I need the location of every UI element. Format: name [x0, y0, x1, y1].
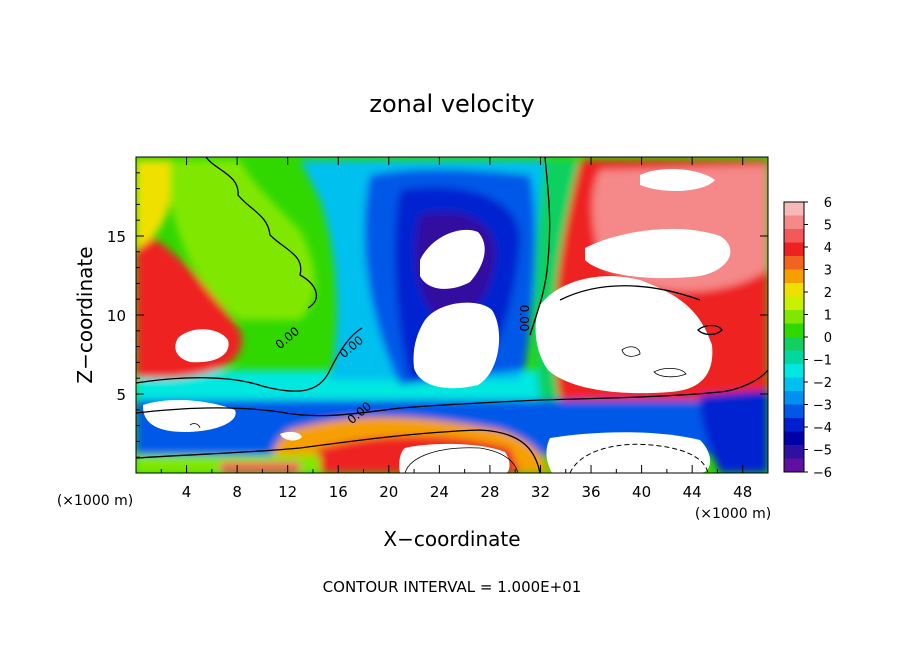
x-tick-label: 40: [632, 483, 651, 501]
y-tick-label: 5: [116, 386, 126, 404]
z-unit-label: (×1000 m): [57, 493, 133, 509]
contour-dashed: [569, 443, 709, 473]
colorbar-labels: 6 5 4 3 2 1 0 −1 −2 −3 −4 −5 −6: [804, 196, 832, 481]
white-bottom-center: [399, 443, 510, 473]
colorbar-swatch: [784, 377, 804, 392]
contour-right-small: [697, 324, 723, 336]
contour-right-column: [529, 157, 551, 336]
colorbar-label: −3: [813, 399, 832, 414]
colorbar-label: 4: [824, 241, 832, 256]
x-tick-label: 48: [733, 483, 752, 501]
x-axis-ticks: 4 8 12 16 20 24 28 32 36 40 44 48: [160, 157, 752, 501]
colorbar-swatch: [784, 323, 804, 338]
colorbar-swatch: [784, 391, 804, 405]
x-tick-label: 36: [581, 483, 600, 501]
colorbar-swatch: [784, 283, 804, 297]
velocity-field: 0.00 0.00 0.00 0.00 0.00: [136, 157, 768, 473]
colorbar-swatch: [784, 418, 804, 432]
x-tick-label: 24: [430, 483, 449, 501]
colorbar-swatch: [784, 445, 804, 459]
colorbar-swatch: [784, 215, 804, 230]
contour-interval-note: CONTOUR INTERVAL = 1.000E+01: [323, 578, 582, 596]
white-right-big: [535, 276, 713, 394]
y-axis-title: Z−coordinate: [73, 246, 97, 383]
white-left-high: [175, 329, 229, 363]
colorbar-label: −2: [813, 376, 832, 391]
contour-left-lower: [136, 327, 363, 392]
x-tick-label: 28: [480, 483, 499, 501]
contour-upper-left: [205, 157, 318, 309]
colorbar-label: 2: [824, 286, 832, 301]
x-unit-label: (×1000 m): [695, 506, 771, 522]
white-bottom-right: [546, 432, 711, 473]
colorbar-swatch: [784, 269, 804, 284]
colorbar-swatch: [784, 242, 804, 257]
colorbar-swatch: [784, 458, 804, 473]
y-axis-ticks: 5 10 15: [107, 172, 768, 458]
x-tick-label: 32: [531, 483, 550, 501]
x-axis-title: X−coordinate: [383, 527, 520, 551]
contour-small-left: [189, 423, 201, 429]
x-tick-label: 44: [683, 483, 702, 501]
white-small-left: [280, 431, 302, 441]
colorbar-label: 3: [824, 264, 832, 279]
colorbar-label: −5: [813, 444, 832, 459]
zero-contours: [136, 157, 768, 473]
colorbar-label: −6: [813, 466, 832, 481]
y-tick-label: 15: [107, 228, 126, 246]
y-tick-label: 10: [107, 307, 126, 325]
colorbar-swatch: [784, 350, 804, 365]
region-bottom-left-red: [220, 462, 300, 473]
colorbar-swatch: [784, 431, 804, 446]
region-lower-right-blue: [700, 390, 768, 473]
x-tick-label: 16: [329, 483, 348, 501]
white-top-right: [640, 168, 715, 192]
region-upper-green: [170, 160, 315, 320]
contour-label: 0.00: [547, 197, 561, 224]
colorbar-swatch: [784, 229, 804, 243]
x-tick-label: 20: [379, 483, 398, 501]
contour-small-right-1: [621, 346, 641, 357]
colorbar: [783, 201, 805, 473]
chart-title: zonal velocity: [369, 90, 534, 118]
colorbar-swatch: [784, 310, 804, 324]
contour-bottom-thin: [404, 447, 519, 473]
colorbar-swatch: [784, 256, 804, 270]
contour-bottom: [136, 429, 541, 473]
contour-right-upper: [559, 285, 701, 301]
contour-mid: [136, 369, 768, 417]
colorbar-label: 5: [824, 219, 832, 234]
colorbar-swatch: [784, 364, 804, 378]
white-upper-center: [420, 229, 485, 289]
x-tick-label: 8: [232, 483, 242, 501]
colorbar-swatch: [784, 296, 804, 311]
colorbar-label: 6: [824, 196, 832, 211]
colorbar-swatch: [784, 404, 804, 419]
x-tick-label: 12: [278, 483, 297, 501]
colorbar-label: −1: [813, 354, 832, 369]
contour-label: 0.00: [517, 305, 531, 332]
colorbar-label: 0: [824, 331, 832, 346]
colorbar-swatch: [784, 337, 804, 351]
x-tick-label: 4: [182, 483, 192, 501]
colorbar-label: 1: [824, 309, 832, 324]
region-left-yellow: [136, 160, 172, 250]
colorbar-label: −4: [813, 421, 832, 436]
white-lower-center: [413, 302, 500, 389]
colorbar-swatch: [784, 202, 804, 216]
contour-small-right-2: [653, 368, 687, 378]
white-right-top: [585, 228, 731, 279]
